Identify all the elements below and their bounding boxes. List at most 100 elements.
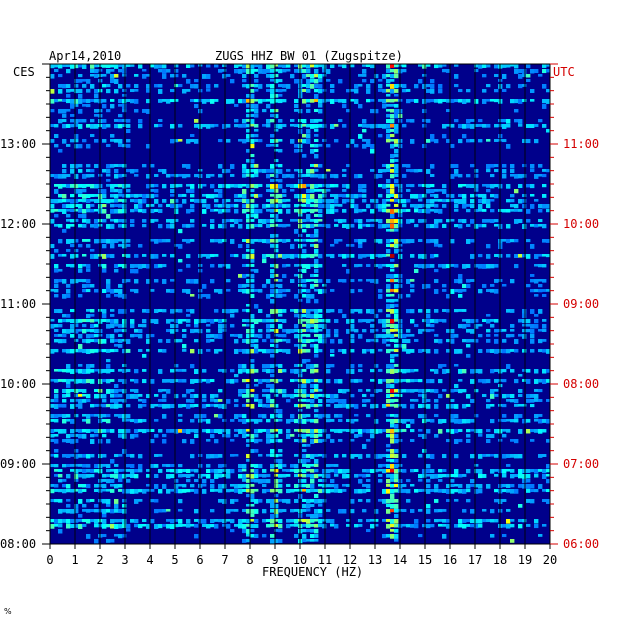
spectrogram-cell bbox=[310, 314, 315, 319]
spectrogram-cell bbox=[310, 369, 315, 374]
spectrogram-cell bbox=[106, 539, 111, 543]
spectrogram-cell bbox=[318, 414, 323, 419]
spectrogram-cell bbox=[66, 499, 71, 502]
spectrogram-cell bbox=[342, 454, 347, 458]
spectrogram-cell bbox=[518, 319, 523, 323]
spectrogram-cell bbox=[102, 219, 107, 223]
spectrogram-cell bbox=[426, 184, 431, 188]
spectrogram-cell bbox=[102, 289, 107, 293]
spectrogram-cell bbox=[310, 234, 315, 238]
spectrogram-cell bbox=[386, 304, 391, 309]
spectrogram-cell bbox=[386, 509, 391, 514]
spectrogram-cell bbox=[50, 74, 55, 79]
spectrogram-cell bbox=[114, 79, 119, 84]
spectrogram-cell bbox=[170, 369, 175, 373]
spectrogram-cell bbox=[310, 399, 315, 404]
spectrogram-cell bbox=[266, 329, 271, 333]
spectrogram-cell bbox=[506, 419, 511, 422]
spectrogram-cell bbox=[438, 64, 443, 68]
spectrogram-cell bbox=[390, 134, 395, 138]
spectrogram-cell bbox=[250, 484, 255, 487]
spectrogram-cell bbox=[54, 484, 59, 488]
spectrogram-cell bbox=[386, 284, 391, 289]
spectrogram-cell bbox=[530, 204, 535, 209]
x-tick-label: 6 bbox=[196, 553, 203, 567]
spectrogram-cell bbox=[274, 224, 279, 227]
spectrogram-cell bbox=[182, 334, 187, 338]
spectrogram-cell bbox=[474, 69, 479, 73]
spectrogram-cell bbox=[246, 174, 251, 177]
spectrogram-cell bbox=[426, 474, 431, 477]
spectrogram-cell bbox=[186, 89, 191, 92]
spectrogram-cell bbox=[514, 64, 519, 69]
spectrogram-cell bbox=[150, 209, 155, 214]
spectrogram-cell bbox=[482, 74, 487, 78]
spectrogram-cell bbox=[294, 274, 299, 277]
spectrogram-cell bbox=[530, 169, 535, 173]
spectrogram-cell bbox=[394, 239, 399, 244]
spectrogram-cell bbox=[382, 319, 387, 324]
spectrogram-cell bbox=[286, 434, 291, 439]
spectrogram-cell bbox=[494, 264, 499, 268]
spectrogram-cell bbox=[506, 519, 511, 524]
spectrogram-cell bbox=[502, 64, 507, 68]
spectrogram-cell bbox=[162, 464, 167, 467]
spectrogram-cell bbox=[122, 199, 127, 203]
spectrogram-cell bbox=[214, 189, 219, 193]
spectrogram-cell bbox=[54, 474, 59, 477]
spectrogram-cell bbox=[478, 524, 483, 528]
spectrogram-cell bbox=[66, 519, 71, 524]
spectrogram-cell bbox=[426, 429, 431, 434]
spectrogram-cell bbox=[150, 289, 155, 292]
spectrogram-cell bbox=[70, 329, 75, 333]
spectrogram-cell bbox=[394, 229, 399, 232]
spectrogram-cell bbox=[70, 254, 75, 259]
spectrogram-cell bbox=[134, 379, 139, 384]
spectrogram-cell bbox=[142, 69, 147, 72]
spectrogram-cell bbox=[330, 394, 335, 399]
spectrogram-cell bbox=[90, 184, 95, 189]
spectrogram-cell bbox=[446, 309, 451, 313]
spectrogram-cell bbox=[66, 454, 71, 458]
spectrogram-cell bbox=[394, 249, 399, 254]
spectrogram-cell bbox=[170, 469, 175, 473]
spectrogram-cell bbox=[422, 254, 427, 259]
spectrogram-cell bbox=[246, 429, 251, 432]
spectrogram-cell bbox=[142, 319, 147, 324]
spectrogram-cell bbox=[274, 394, 279, 397]
spectrogram-cell bbox=[366, 139, 371, 144]
spectrogram-cell bbox=[354, 489, 359, 494]
spectrogram-cell bbox=[410, 239, 415, 244]
spectrogram-cell bbox=[274, 69, 279, 72]
spectrogram-cell bbox=[362, 124, 367, 128]
spectrogram-cell bbox=[70, 489, 75, 493]
spectrogram-cell bbox=[522, 474, 527, 479]
spectrogram-cell bbox=[330, 484, 335, 488]
spectrogram-cell bbox=[342, 399, 347, 404]
spectrogram-cell bbox=[190, 474, 195, 477]
spectrogram-cell bbox=[366, 219, 371, 223]
spectrogram-cell bbox=[226, 74, 231, 77]
spectrogram-cell bbox=[74, 349, 79, 353]
spectrogram-cell bbox=[118, 324, 123, 328]
spectrogram-cell bbox=[490, 209, 495, 213]
spectrogram-cell bbox=[154, 319, 159, 324]
spectrogram-cell bbox=[302, 139, 307, 144]
spectrogram-cell bbox=[102, 264, 107, 269]
spectrogram-cell bbox=[102, 489, 107, 492]
spectrogram-cell bbox=[358, 519, 363, 523]
spectrogram-cell bbox=[250, 239, 255, 244]
spectrogram-cell bbox=[282, 294, 287, 297]
spectrogram-cell bbox=[294, 329, 299, 333]
spectrogram-cell bbox=[102, 419, 107, 422]
spectrogram-cell bbox=[54, 524, 59, 527]
spectrogram-cell bbox=[326, 199, 331, 204]
spectrogram-cell bbox=[338, 119, 343, 123]
spectrogram-cell bbox=[74, 124, 79, 127]
spectrogram-cell bbox=[130, 454, 135, 458]
spectrogram-cell bbox=[70, 389, 75, 393]
spectrogram-cell bbox=[270, 204, 275, 208]
spectrogram-cell bbox=[118, 244, 123, 247]
spectrogram-cell bbox=[426, 99, 431, 103]
spectrogram-cell bbox=[270, 179, 275, 182]
